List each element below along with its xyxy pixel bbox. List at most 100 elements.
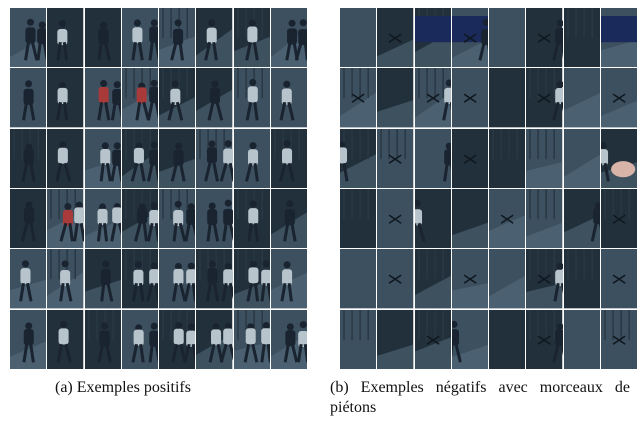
- background-thumbnail: [377, 128, 414, 188]
- pedestrian-thumbnail: [10, 8, 47, 68]
- background-thumbnail: [563, 309, 600, 369]
- background-thumbnail: [414, 128, 451, 188]
- background-thumbnail: [489, 68, 526, 128]
- background-thumbnail: [489, 249, 526, 309]
- pedestrian-thumbnail: [233, 8, 270, 68]
- pedestrian-thumbnail: [47, 188, 84, 249]
- pedestrian-thumbnail: [10, 128, 47, 188]
- pedestrian-thumbnail: [270, 188, 307, 249]
- pedestrian-thumbnail: [10, 309, 47, 369]
- background-thumbnail: [451, 68, 488, 128]
- background-thumbnail: [600, 8, 637, 68]
- pedestrian-thumbnail: [159, 68, 196, 128]
- background-thumbnail: [526, 188, 563, 249]
- background-thumbnail: [489, 309, 526, 369]
- pedestrian-thumbnail: [196, 8, 233, 68]
- pedestrian-thumbnail: [270, 309, 307, 369]
- pedestrian-thumbnail: [233, 249, 270, 309]
- pedestrian-thumbnail: [233, 68, 270, 128]
- pedestrian-thumbnail: [233, 188, 270, 249]
- pedestrian-thumbnail: [10, 188, 47, 249]
- background-thumbnail: [377, 188, 414, 249]
- pedestrian-thumbnail: [270, 8, 307, 68]
- background-thumbnail: [489, 8, 526, 68]
- pedestrian-thumbnail: [84, 68, 121, 128]
- background-thumbnail: [340, 8, 377, 68]
- pedestrian-thumbnail: [84, 188, 121, 249]
- background-thumbnail: [451, 309, 488, 369]
- pedestrian-thumbnail: [196, 309, 233, 369]
- pedestrian-thumbnail: [84, 8, 121, 68]
- pedestrian-thumbnail: [47, 8, 84, 68]
- pedestrian-thumbnail: [121, 128, 158, 188]
- background-thumbnail: [377, 8, 414, 68]
- background-thumbnail: [600, 188, 637, 249]
- background-thumbnail: [414, 8, 451, 68]
- background-thumbnail: [414, 68, 451, 128]
- pedestrian-thumbnail: [47, 249, 84, 309]
- background-thumbnail: [526, 8, 563, 68]
- pedestrian-thumbnail: [121, 188, 158, 249]
- positive-examples-grid: [10, 8, 307, 369]
- pedestrian-thumbnail: [196, 68, 233, 128]
- background-thumbnail: [414, 249, 451, 309]
- background-thumbnail: [563, 128, 600, 188]
- background-thumbnail: [600, 249, 637, 309]
- caption-negative: (b) Exemples négatifs avec morceaux de p…: [330, 379, 630, 416]
- background-thumbnail: [563, 188, 600, 249]
- background-thumbnail: [414, 188, 451, 249]
- pedestrian-thumbnail: [233, 309, 270, 369]
- background-thumbnail: [489, 188, 526, 249]
- background-thumbnail: [340, 249, 377, 309]
- background-thumbnail: [414, 309, 451, 369]
- pedestrian-thumbnail: [121, 309, 158, 369]
- pedestrian-thumbnail: [159, 249, 196, 309]
- background-thumbnail: [451, 128, 488, 188]
- background-thumbnail: [600, 309, 637, 369]
- background-thumbnail: [563, 249, 600, 309]
- background-thumbnail: [526, 249, 563, 309]
- background-thumbnail: [451, 188, 488, 249]
- positive-examples-panel: [10, 8, 307, 369]
- pedestrian-thumbnail: [196, 249, 233, 309]
- background-thumbnail: [600, 68, 637, 128]
- pedestrian-thumbnail: [121, 68, 158, 128]
- background-thumbnail: [526, 68, 563, 128]
- pedestrian-thumbnail: [270, 249, 307, 309]
- background-thumbnail: [451, 8, 488, 68]
- background-thumbnail: [451, 249, 488, 309]
- background-thumbnail: [563, 8, 600, 68]
- background-thumbnail: [377, 249, 414, 309]
- pedestrian-thumbnail: [159, 309, 196, 369]
- pedestrian-thumbnail: [84, 249, 121, 309]
- background-thumbnail: [489, 128, 526, 188]
- background-thumbnail: [600, 128, 637, 188]
- background-thumbnail: [563, 68, 600, 128]
- pedestrian-thumbnail: [121, 8, 158, 68]
- pedestrian-thumbnail: [10, 68, 47, 128]
- background-thumbnail: [340, 128, 377, 188]
- pedestrian-thumbnail: [233, 128, 270, 188]
- negative-examples-panel: [340, 8, 637, 369]
- pedestrian-thumbnail: [47, 68, 84, 128]
- pedestrian-thumbnail: [159, 8, 196, 68]
- background-thumbnail: [526, 128, 563, 188]
- pedestrian-thumbnail: [84, 128, 121, 188]
- background-thumbnail: [340, 309, 377, 369]
- pedestrian-thumbnail: [10, 249, 47, 309]
- pedestrian-thumbnail: [159, 188, 196, 249]
- background-thumbnail: [526, 309, 563, 369]
- pedestrian-thumbnail: [47, 128, 84, 188]
- pedestrian-thumbnail: [84, 309, 121, 369]
- background-thumbnail: [340, 188, 377, 249]
- background-thumbnail: [340, 68, 377, 128]
- pedestrian-thumbnail: [270, 128, 307, 188]
- pedestrian-thumbnail: [47, 309, 84, 369]
- pedestrian-thumbnail: [196, 128, 233, 188]
- caption-positive: (a) Exemples positifs: [55, 379, 191, 396]
- negative-examples-grid: [340, 8, 637, 369]
- background-thumbnail: [377, 309, 414, 369]
- pedestrian-thumbnail: [121, 249, 158, 309]
- pedestrian-thumbnail: [159, 128, 196, 188]
- pedestrian-thumbnail: [196, 188, 233, 249]
